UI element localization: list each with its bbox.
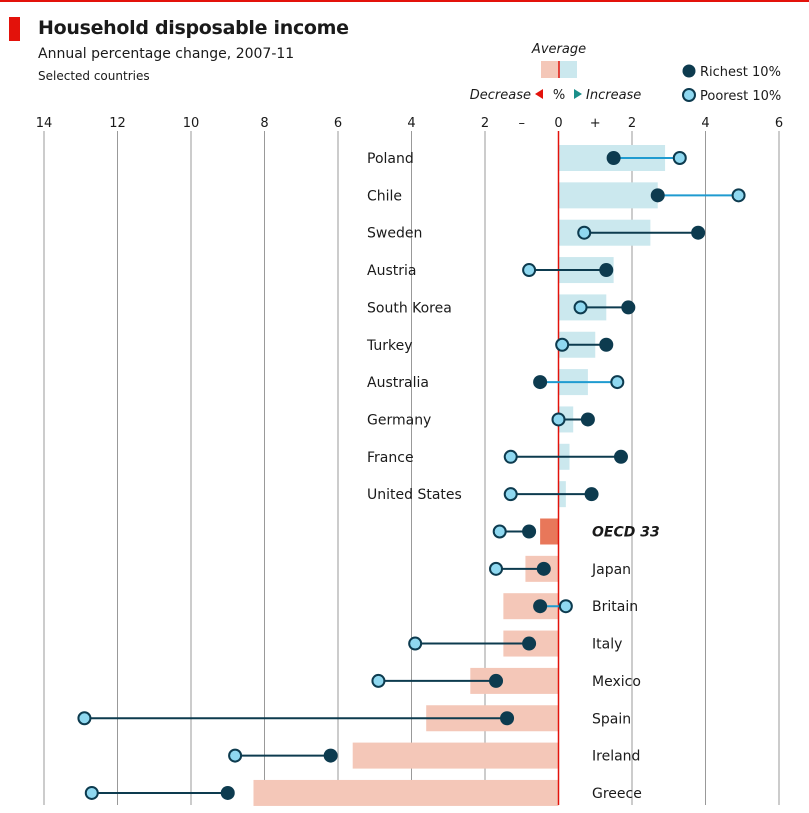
dumbbells [77,151,746,800]
country-label: Australia [367,375,429,391]
richest-marker [613,449,628,464]
top-rule [0,0,809,2]
richest-marker [599,263,614,278]
x-tick-label: 0 [554,116,562,131]
poorest-marker [503,487,518,502]
legend-percent-label: % [553,88,565,103]
x-axis-ticks: 14 12 10 8 6 4 2 0 2 4 6 – + [36,116,783,131]
poorest-marker [573,300,588,315]
x-tick-label: 14 [36,116,53,131]
poorest-marker [731,188,746,203]
average-bar [540,518,559,545]
poorest-marker [672,151,687,165]
average-bar [352,742,559,769]
richest-marker [599,337,614,352]
poorest-marker [371,673,386,688]
legend-average-decrease-swatch [541,61,559,78]
poorest-marker [558,599,573,614]
legend-poorest-marker [682,88,696,102]
x-tick-label: 6 [775,116,783,131]
richest-marker [220,785,235,800]
poorest-marker [610,375,625,390]
country-label: Britain [592,599,638,615]
poorest-marker [408,636,423,651]
richest-marker [606,151,621,165]
x-tick-label: 2 [481,116,489,131]
poorest-marker [551,412,566,427]
richest-marker [522,524,537,539]
country-label: France [367,450,414,466]
country-label: Germany [367,412,431,428]
x-tick-minus-sign: – [519,116,526,131]
chart-note: Selected countries [38,69,150,83]
richest-marker [536,561,551,576]
x-tick-label: 6 [334,116,342,131]
x-tick-label: 10 [183,116,200,131]
legend-increase-label: Increase [586,88,641,103]
chart-title: Household disposable income [38,17,349,39]
x-tick-label: 12 [109,116,126,131]
country-label: Turkey [366,338,413,354]
increase-arrow-icon [574,89,582,99]
country-label: Italy [592,637,622,653]
country-label: Austria [367,263,416,279]
country-label: Sweden [367,226,422,242]
x-tick-label: 4 [407,116,415,131]
richest-marker [533,375,548,390]
poorest-marker [84,785,99,800]
country-label: South Korea [367,300,452,316]
poorest-marker [489,561,504,576]
country-label: Ireland [592,749,640,765]
richest-marker [533,599,548,614]
legend-average-increase-swatch [559,61,577,78]
x-tick-label: 2 [628,116,636,131]
legend-richest-label: Richest 10% [700,65,781,80]
poorest-marker [555,337,570,352]
decrease-arrow-icon [535,89,543,99]
poorest-marker [492,524,507,539]
legend-richest-marker [682,64,696,78]
country-labels: Poland Chile Sweden Austria South Korea Turke… [366,151,660,802]
poorest-marker [77,711,92,726]
richest-marker [522,636,537,651]
richest-marker [580,412,595,427]
country-label: Chile [367,188,402,204]
legend-decrease-label: Decrease [470,88,531,103]
x-tick-label: 8 [260,116,268,131]
richest-marker [650,188,665,203]
chart-subtitle: Annual percentage change, 2007-11 [38,46,295,62]
country-label: Japan [591,562,631,578]
x-tick-plus-sign: + [590,116,601,131]
country-label: Poland [367,151,414,167]
richest-marker [500,711,515,726]
average-bar [558,182,658,209]
richest-marker [621,300,636,315]
average-bars [253,145,666,806]
country-label: OECD 33 [592,525,660,541]
legend-average-label: Average [531,42,586,57]
poorest-marker [228,748,243,763]
x-tick-label: 4 [701,116,709,131]
country-label: United States [367,487,462,503]
poorest-marker [503,449,518,464]
richest-marker [323,748,338,763]
country-label: Spain [592,711,631,727]
average-bar [253,779,559,806]
richest-marker [489,673,504,688]
richest-marker [584,487,599,502]
poorest-marker [522,263,537,278]
poorest-marker [577,225,592,240]
brand-tag [9,17,20,41]
legend: Average Decrease % Increase Richest 10% … [470,42,782,104]
legend-poorest-label: Poorest 10% [700,89,781,104]
country-label: Mexico [592,674,641,690]
richest-marker [691,225,706,240]
country-label: Greece [592,786,642,802]
